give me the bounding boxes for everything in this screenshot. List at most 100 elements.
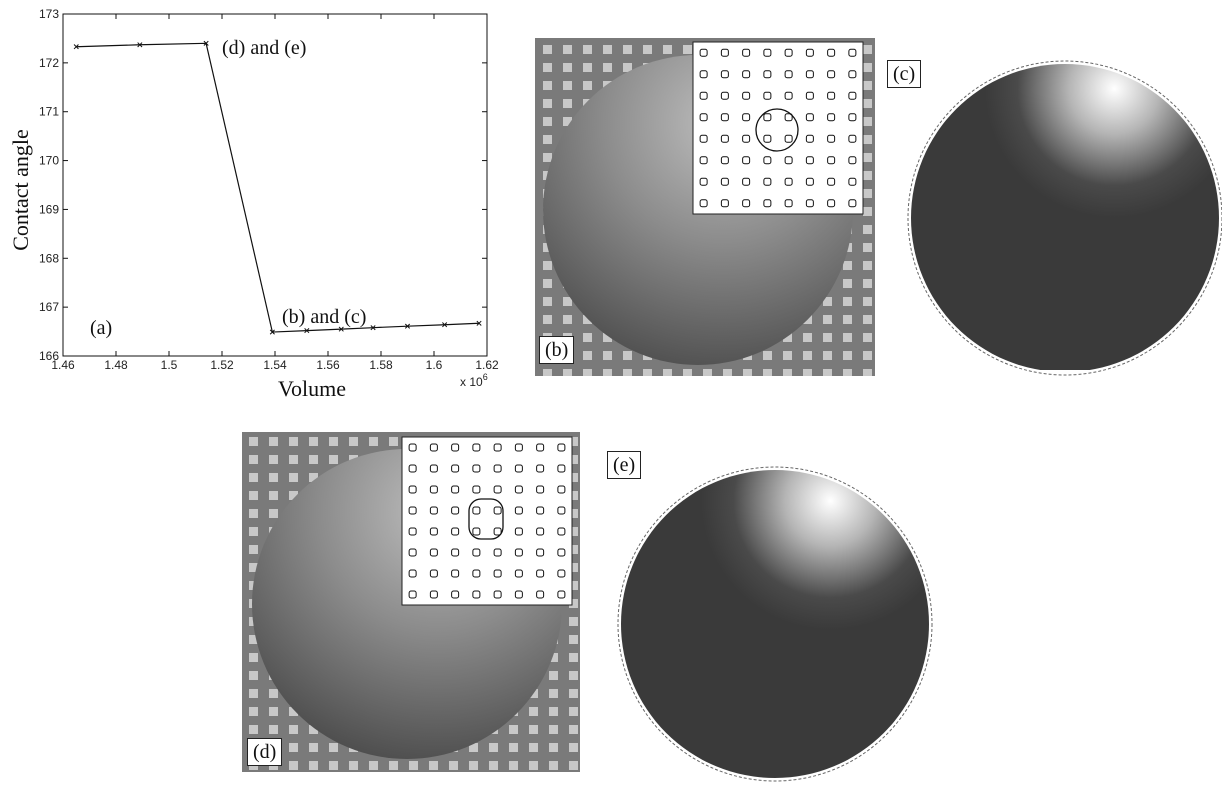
pillar-outline bbox=[451, 590, 460, 599]
pillar-outline bbox=[720, 156, 729, 165]
pillar-outline bbox=[514, 485, 523, 494]
pillar-outline bbox=[763, 177, 772, 186]
pillar-outline bbox=[429, 527, 438, 536]
pillar-outline bbox=[451, 548, 460, 557]
y-tick-label: 172 bbox=[39, 56, 59, 70]
pillar-outline bbox=[429, 548, 438, 557]
x-multiplier-label: x 106 bbox=[460, 372, 488, 389]
x-tick-label: 1.56 bbox=[316, 358, 340, 372]
y-tick-label: 167 bbox=[39, 300, 59, 314]
panel-label-e: (e) bbox=[607, 451, 642, 479]
x-tick-label: 1.58 bbox=[369, 358, 393, 372]
pillar-outline bbox=[429, 569, 438, 578]
panel-d: (d) bbox=[242, 432, 580, 772]
pillar-outline bbox=[784, 156, 793, 165]
pillar-outline bbox=[408, 506, 417, 515]
pillar-outline bbox=[827, 134, 836, 143]
pillar-outline bbox=[536, 527, 545, 536]
pillar-outline bbox=[493, 485, 502, 494]
data-point bbox=[370, 325, 376, 331]
x-tick-label: 1.48 bbox=[104, 358, 128, 372]
data-point bbox=[269, 329, 275, 335]
droplet-top-view-b bbox=[535, 38, 875, 376]
pillar-outline bbox=[557, 590, 566, 599]
pillar-outline bbox=[429, 464, 438, 473]
pillar-outline bbox=[472, 443, 481, 452]
pillar-outline bbox=[493, 590, 502, 599]
pillar-outline bbox=[848, 199, 857, 208]
pillar-outline bbox=[784, 177, 793, 186]
data-point bbox=[442, 322, 448, 328]
pillar-outline bbox=[827, 113, 836, 122]
pillar-outline bbox=[784, 199, 793, 208]
droplet-side-view-c bbox=[907, 60, 1222, 376]
droplet-side-view-e bbox=[617, 466, 933, 782]
pillar-outline bbox=[451, 485, 460, 494]
pillar-outline bbox=[557, 548, 566, 557]
pillar-outline bbox=[699, 177, 708, 186]
panel-label-a: (a) bbox=[90, 317, 112, 339]
pillar-outline bbox=[451, 506, 460, 515]
pillar-outline bbox=[827, 177, 836, 186]
data-point bbox=[304, 328, 310, 334]
annotation-b-and-c: (b) and (c) bbox=[282, 306, 366, 328]
pillar-outline bbox=[805, 134, 814, 143]
x-tick-label: 1.52 bbox=[210, 358, 234, 372]
contact-line-inset bbox=[401, 436, 573, 606]
pillar-outline bbox=[720, 48, 729, 57]
plot-frame bbox=[62, 13, 488, 357]
pillar-outline bbox=[848, 70, 857, 79]
pillar-outline bbox=[742, 48, 751, 57]
contact-line-inset bbox=[692, 41, 864, 215]
pillar-outline bbox=[536, 548, 545, 557]
pillar-outline bbox=[848, 177, 857, 186]
annotation-d-and-e: (d) and (e) bbox=[222, 37, 306, 59]
pillar-outline bbox=[493, 527, 502, 536]
pillar-outline bbox=[514, 527, 523, 536]
pillar-outline bbox=[472, 485, 481, 494]
contact-angle-chart: 1.46 1.48 1.5 1.52 1.54 1.56 1.58 1.6 1.62 166 167… bbox=[8, 7, 499, 401]
pillar-outline bbox=[557, 506, 566, 515]
pillar-outline bbox=[827, 156, 836, 165]
pillar-outline bbox=[742, 70, 751, 79]
pillar-outline bbox=[827, 199, 836, 208]
pillar-outline bbox=[763, 70, 772, 79]
pillar-outline bbox=[784, 134, 793, 143]
y-tick-label: 171 bbox=[39, 105, 59, 119]
pillar-outline bbox=[408, 464, 417, 473]
pillar-outline bbox=[805, 113, 814, 122]
data-point bbox=[338, 326, 344, 332]
pillar-outline bbox=[429, 590, 438, 599]
pillar-outline bbox=[827, 70, 836, 79]
pillar-outline bbox=[514, 590, 523, 599]
pillar-outline bbox=[472, 548, 481, 557]
pillar-outline bbox=[557, 569, 566, 578]
pillar-outline bbox=[493, 569, 502, 578]
pillar-outline bbox=[848, 156, 857, 165]
pillar-outline bbox=[536, 506, 545, 515]
pillar-outline bbox=[408, 527, 417, 536]
droplet-top-view-d bbox=[242, 432, 580, 772]
x-tick-label: 1.62 bbox=[475, 358, 499, 372]
pillar-outline bbox=[699, 134, 708, 143]
pillar-outline bbox=[848, 113, 857, 122]
panel-label-b: (b) bbox=[539, 336, 575, 364]
pillar-outline bbox=[493, 464, 502, 473]
pillar-outline bbox=[742, 156, 751, 165]
pillar-outline bbox=[408, 548, 417, 557]
pillar-outline bbox=[742, 177, 751, 186]
pillar-outline bbox=[408, 569, 417, 578]
pillar-outline bbox=[763, 199, 772, 208]
pillar-outline bbox=[514, 569, 523, 578]
data-point bbox=[203, 40, 209, 46]
y-tick-label: 166 bbox=[39, 349, 59, 363]
pillar-outline bbox=[699, 70, 708, 79]
pillar-outline bbox=[784, 48, 793, 57]
pillar-outline bbox=[763, 91, 772, 100]
pillar-outline bbox=[742, 113, 751, 122]
x-tick-label: 1.46 bbox=[51, 358, 75, 372]
y-tick-label: 168 bbox=[39, 251, 59, 265]
pillar-outline bbox=[493, 443, 502, 452]
pillar-outline bbox=[742, 199, 751, 208]
pillar-outline bbox=[472, 569, 481, 578]
